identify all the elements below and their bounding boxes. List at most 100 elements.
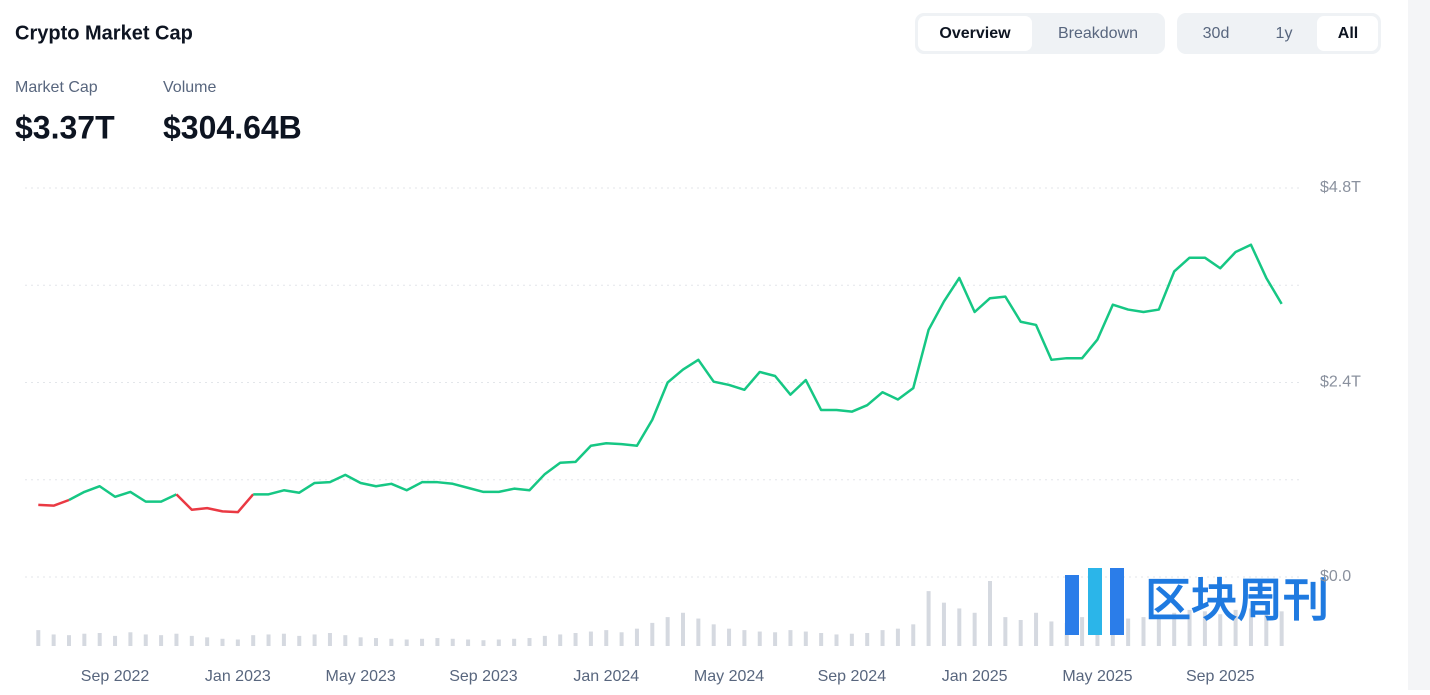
volume-bar (865, 633, 870, 646)
volume-bar (880, 630, 885, 646)
title: Crypto Market Cap (15, 22, 193, 44)
volume-bar (205, 637, 210, 646)
volume-bar (573, 633, 578, 646)
volume-bar (389, 638, 394, 646)
volume-bar (512, 638, 517, 646)
volume-bar (297, 635, 302, 646)
x-tick-label: Jan 2023 (205, 668, 271, 685)
volume-bar (681, 612, 685, 646)
volume-bar (51, 634, 56, 646)
volume-bar (189, 635, 194, 646)
volume-bar (1218, 614, 1223, 646)
range-active (1317, 16, 1378, 51)
volume-bar (420, 638, 425, 646)
watermark-text: 区块周刊 (1145, 574, 1329, 626)
volume-bar (481, 640, 486, 646)
x-tick-label: May 2023 (326, 668, 396, 685)
volume-bar (251, 635, 256, 646)
volume-bar (143, 634, 148, 646)
logo-bar (1088, 568, 1102, 635)
volume-bar (374, 638, 378, 646)
volume-bar (619, 632, 624, 646)
volume-bar (1080, 617, 1085, 646)
volume-bar (941, 602, 946, 646)
volume-bar (312, 634, 317, 646)
volume-bar (1202, 611, 1207, 646)
volume-bar (450, 638, 455, 646)
x-tick-label: Jan 2025 (942, 668, 1008, 685)
volume-bar (972, 612, 977, 646)
x-tick-label: Sep 2022 (81, 668, 150, 685)
volume-bar (803, 631, 808, 646)
volume-bar (819, 633, 824, 646)
volume-bar (159, 635, 164, 646)
volume-bar (404, 639, 409, 646)
range[interactable]: All (1338, 25, 1358, 42)
volume-bar (235, 639, 240, 646)
x-tick-label: May 2024 (694, 668, 764, 685)
stat-label: Market Cap (15, 79, 98, 96)
volume-bar (634, 628, 639, 646)
volume-bar (757, 631, 762, 646)
volume-bar (1049, 621, 1054, 646)
logo-bar (1110, 568, 1124, 635)
line (175, 493, 255, 514)
volume-bar (665, 617, 670, 646)
volume-bar (1279, 611, 1284, 646)
volume-bar (558, 634, 563, 646)
volume-bar (1172, 612, 1177, 646)
y-tick-label: $0.0 (1320, 568, 1351, 585)
volume-bar (1187, 609, 1192, 646)
watermark: 区块周刊 (1065, 568, 1329, 635)
volume-bar (128, 632, 133, 646)
volume-bar (1248, 608, 1253, 646)
line (253, 243, 1283, 496)
volume-bar (67, 635, 71, 646)
tab[interactable]: Overview (939, 25, 1011, 42)
volume-bar (773, 632, 778, 646)
volume-bar (1003, 617, 1008, 646)
volume-bar (1018, 620, 1023, 646)
volume-bar (113, 635, 118, 646)
volume-bar (527, 638, 532, 646)
volume-bar (926, 591, 931, 646)
volume-bar (496, 639, 501, 646)
volume-bar (1233, 609, 1238, 646)
volume-bar (435, 638, 440, 646)
volume-bar (604, 630, 609, 646)
x-tick-label: May 2025 (1062, 668, 1132, 685)
volume-bar (281, 633, 286, 646)
volume-bar (220, 638, 225, 646)
tab[interactable]: Breakdown (1058, 25, 1138, 42)
volume-bar (696, 618, 701, 646)
volume-bar (542, 635, 547, 646)
volume-bar (895, 628, 900, 646)
volume-bar (97, 633, 102, 646)
x-tick-label: Sep 2025 (1186, 668, 1255, 685)
range[interactable]: 1y (1276, 25, 1293, 42)
scrollbar (1408, 0, 1430, 690)
stat-value: $304.64B (163, 109, 302, 145)
volume-bar (327, 633, 332, 646)
volume-bar (849, 633, 854, 646)
volume-bar (266, 634, 271, 646)
y-tick-label: $2.4T (1320, 374, 1361, 391)
volume-bar (834, 634, 839, 646)
volume-bar (727, 628, 732, 646)
x-tick-label: Jan 2024 (573, 668, 639, 685)
volume-bar (788, 630, 793, 646)
volume-bar (988, 581, 992, 646)
volume-bar (36, 630, 41, 646)
volume-bar (358, 637, 363, 646)
volume-bar (82, 633, 87, 646)
logo-bar (1065, 575, 1079, 635)
range[interactable]: 30d (1203, 25, 1230, 42)
volume-bar (650, 622, 655, 646)
y-tick-label: $4.8T (1320, 179, 1361, 196)
volume-bar (174, 633, 179, 646)
tab-active (918, 16, 1032, 51)
line (38, 498, 70, 507)
stat-label: Volume (163, 79, 216, 96)
